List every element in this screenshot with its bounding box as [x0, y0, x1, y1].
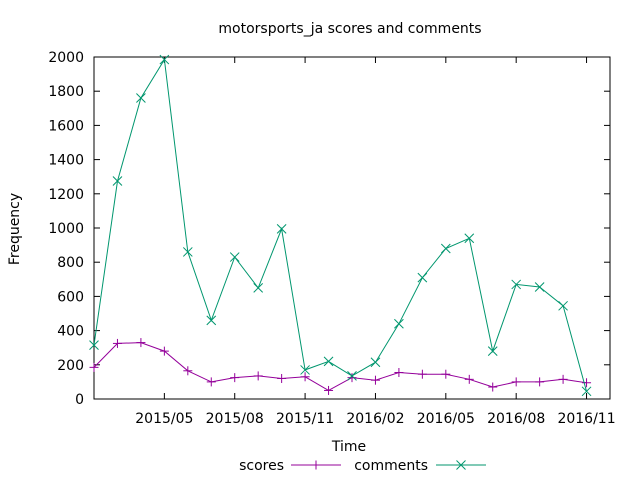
- data-point-scores: [464, 374, 474, 384]
- data-point-scores: [347, 373, 357, 383]
- data-point-scores: [136, 338, 146, 348]
- y-tick-label: 1600: [48, 118, 84, 134]
- y-tick-label: 0: [75, 392, 84, 408]
- data-point-scores: [394, 367, 404, 377]
- data-point-scores: [253, 371, 263, 381]
- series-line-scores: [93, 342, 587, 391]
- data-point-comments: [394, 318, 404, 329]
- data-point-comments: [206, 315, 217, 326]
- data-point-comments: [253, 282, 264, 293]
- data-point-scores: [230, 373, 240, 383]
- data-point-scores: [324, 385, 334, 395]
- data-point-scores: [159, 346, 169, 356]
- data-point-scores: [441, 369, 451, 379]
- legend-marker-comments: [456, 460, 466, 470]
- data-point-comments: [229, 252, 240, 262]
- data-point-comments: [370, 357, 381, 368]
- data-point-scores: [488, 382, 498, 392]
- data-point-comments: [276, 224, 287, 234]
- data-point-scores: [183, 366, 193, 376]
- y-axis-label: Frequency: [7, 193, 23, 265]
- y-tick-label: 600: [57, 289, 84, 305]
- x-axis-label: Time: [331, 439, 366, 455]
- data-point-comments: [89, 340, 99, 350]
- data-point-comments: [440, 243, 451, 254]
- data-point-scores: [511, 377, 521, 387]
- data-point-scores: [370, 375, 380, 385]
- data-point-scores: [558, 374, 568, 384]
- plot-frame: [93, 56, 611, 400]
- series-line-comments: [93, 58, 587, 392]
- x-tick-label: 2016/11: [557, 411, 615, 427]
- data-point-comments: [300, 365, 310, 375]
- y-tick-label: 400: [57, 324, 84, 340]
- data-point-scores: [89, 362, 99, 372]
- axes: 0 200 400 600 800 1000 1200 1400 1600 1800 2000 201…: [48, 50, 615, 427]
- data-point-comments: [112, 176, 123, 186]
- chart-title: motorsports_ja scores and comments: [218, 21, 481, 37]
- x-tick-label: 2015/05: [135, 411, 193, 427]
- x-tick-label: 2015/11: [276, 411, 334, 427]
- data-point-scores: [206, 377, 216, 387]
- data-point-comments: [464, 233, 475, 244]
- x-tick-label: 2016/05: [417, 411, 475, 427]
- y-tick-label: 200: [57, 358, 84, 374]
- plot-area: [89, 54, 592, 397]
- data-point-comments: [136, 93, 146, 103]
- data-point-comments: [182, 247, 193, 257]
- legend-label-comments: comments: [354, 458, 428, 474]
- data-point-comments: [347, 371, 357, 381]
- data-point-comments: [581, 386, 592, 397]
- x-tick-label: 2016/08: [487, 411, 545, 427]
- data-point-scores: [417, 369, 427, 379]
- y-tick-label: 1000: [48, 221, 84, 237]
- legend-marker-scores: [311, 460, 321, 470]
- data-point-comments: [487, 346, 498, 356]
- y-tick-label: 1800: [48, 84, 84, 100]
- y-tick-label: 800: [57, 255, 84, 271]
- data-point-scores: [300, 372, 310, 382]
- legend: scores comments: [239, 458, 486, 474]
- data-point-scores: [582, 378, 592, 388]
- data-point-comments: [534, 282, 545, 292]
- data-point-comments: [511, 279, 522, 290]
- data-point-scores: [277, 373, 287, 383]
- y-tick-label: 2000: [48, 50, 84, 66]
- data-point-comments: [159, 54, 170, 65]
- y-tick-label: 1400: [48, 153, 84, 169]
- y-tick-label: 1200: [48, 187, 84, 203]
- data-point-scores: [535, 377, 545, 387]
- x-tick-label: 2016/02: [346, 411, 404, 427]
- data-point-comments: [323, 356, 334, 367]
- data-point-comments: [558, 300, 568, 311]
- legend-label-scores: scores: [239, 458, 284, 474]
- data-point-comments: [417, 272, 428, 283]
- data-point-scores: [112, 338, 122, 348]
- x-tick-label: 2015/08: [206, 411, 264, 427]
